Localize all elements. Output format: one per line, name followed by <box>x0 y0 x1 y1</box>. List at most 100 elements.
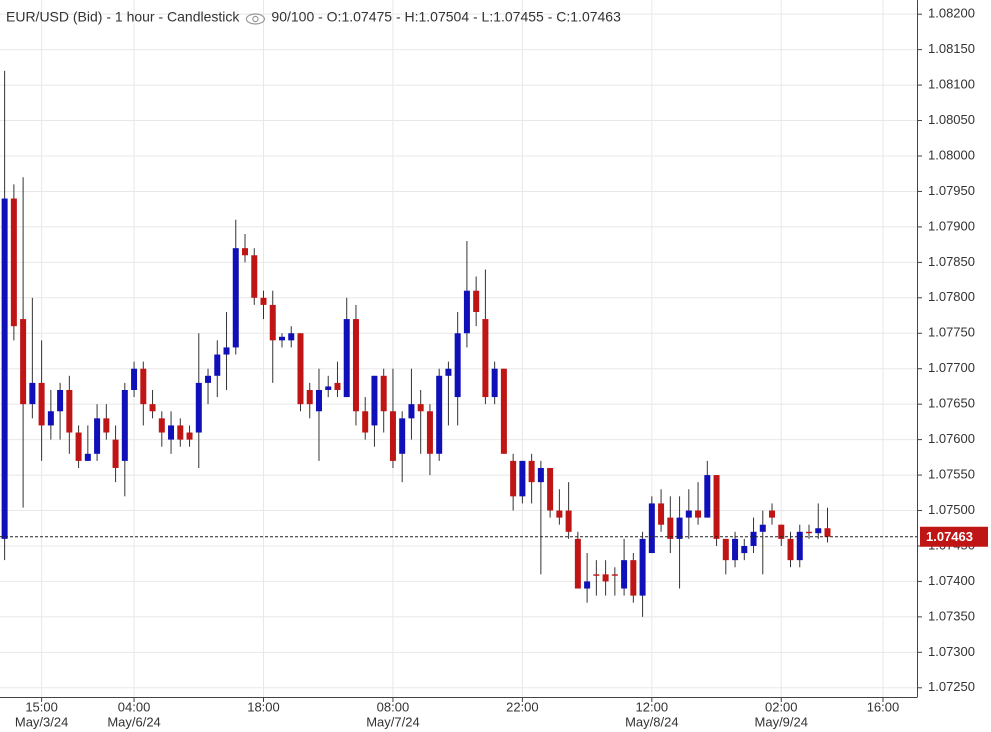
candle-body <box>84 453 91 461</box>
candle-body <box>29 382 36 405</box>
candle-body <box>343 319 350 398</box>
candle-body <box>214 354 221 376</box>
candle-body <box>824 528 831 537</box>
y-tick-label: 1.07500 <box>928 502 975 517</box>
candle-body <box>223 347 230 355</box>
candle-body <box>362 411 369 433</box>
y-tick-label: 1.08000 <box>928 147 975 162</box>
candle-body <box>371 375 378 426</box>
candle-body <box>140 368 147 405</box>
candle-body <box>278 336 285 341</box>
y-tick-label: 1.07400 <box>928 573 975 588</box>
candle-body <box>537 467 544 483</box>
candle-body <box>1 198 8 539</box>
candle-body <box>242 248 249 256</box>
candle-body <box>473 290 480 312</box>
candle-body <box>75 432 82 461</box>
candle-body <box>66 389 73 433</box>
candle-body <box>334 382 341 390</box>
y-tick-label: 1.08150 <box>928 41 975 56</box>
candle-body <box>685 510 692 518</box>
candle-body <box>769 510 776 518</box>
y-tick-label: 1.07550 <box>928 467 975 482</box>
candle-body <box>611 574 618 576</box>
x-tick-label: 15:00 <box>25 699 58 714</box>
candle-body <box>399 418 406 454</box>
candle-body <box>426 411 433 454</box>
candle-body <box>158 418 165 433</box>
chart-title: EUR/USD (Bid) - 1 hour - Candlestick <box>6 9 240 25</box>
candle-body <box>732 538 739 561</box>
candle-body <box>445 368 452 376</box>
candle-body <box>741 545 748 554</box>
candle-body <box>195 382 202 433</box>
candle-body <box>815 528 822 534</box>
candle-body <box>648 503 655 554</box>
candle-body <box>704 475 711 518</box>
candle-body <box>186 432 193 440</box>
candle-body <box>177 425 184 440</box>
y-tick-label: 1.07750 <box>928 325 975 340</box>
y-tick-label: 1.08200 <box>928 6 975 21</box>
candle-body <box>325 386 332 390</box>
chart-subtitle: 90/100 - O:1.07475 - H:1.07504 - L:1.074… <box>271 9 621 25</box>
eye-icon <box>245 13 266 25</box>
candle-body <box>417 404 424 412</box>
candle-body <box>10 198 17 327</box>
candle-body <box>463 290 470 334</box>
x-date-label: May/7/24 <box>366 714 419 729</box>
candle-body <box>759 524 766 532</box>
candle-body <box>528 460 535 483</box>
candle-body <box>565 510 572 532</box>
grid-layer <box>0 0 917 697</box>
x-tick-label: 18:00 <box>247 699 280 714</box>
candle-body <box>593 574 600 576</box>
x-tick-label: 22:00 <box>506 699 539 714</box>
x-date-label: May/8/24 <box>625 714 678 729</box>
y-tick-label: 1.07950 <box>928 183 975 198</box>
candle-body <box>602 574 609 582</box>
candle-body <box>389 411 396 461</box>
candle-body <box>722 538 729 561</box>
y-tick-label: 1.07700 <box>928 360 975 375</box>
candle-body <box>491 368 498 398</box>
candle-body <box>205 375 212 383</box>
candle-body <box>315 389 322 412</box>
candle-body <box>260 297 267 305</box>
x-date-label: May/9/24 <box>755 714 808 729</box>
y-tick-label: 1.08050 <box>928 112 975 127</box>
candle-body <box>297 333 304 405</box>
y-tick-label: 1.07650 <box>928 396 975 411</box>
candle-body <box>306 389 313 405</box>
candle-body <box>168 425 175 440</box>
candle-body <box>778 524 785 539</box>
candle-body <box>149 404 156 412</box>
candle-body <box>20 319 27 405</box>
x-tick-label: 12:00 <box>636 699 669 714</box>
y-tick-label: 1.07350 <box>928 608 975 623</box>
candle-body <box>436 375 443 454</box>
candle-body <box>112 439 119 468</box>
candle-body <box>103 418 110 433</box>
candles-layer <box>1 70 831 617</box>
candle-body <box>94 418 101 454</box>
y-tick-label: 1.08100 <box>928 77 975 92</box>
candle-body <box>454 333 461 398</box>
candle-body <box>269 304 276 341</box>
candle-body <box>630 560 637 596</box>
candle-body <box>750 531 757 546</box>
candle-body <box>47 411 54 426</box>
candle-body <box>787 538 794 561</box>
x-date-label: May/6/24 <box>107 714 160 729</box>
candle-body <box>676 517 683 539</box>
y-tick-label: 1.07600 <box>928 431 975 446</box>
y-tick-label: 1.07850 <box>928 254 975 269</box>
candle-body <box>519 460 526 497</box>
candle-body <box>352 319 359 412</box>
candle-body <box>547 467 554 511</box>
candle-body <box>510 460 517 497</box>
candle-body <box>500 368 507 454</box>
candle-body <box>408 404 415 419</box>
